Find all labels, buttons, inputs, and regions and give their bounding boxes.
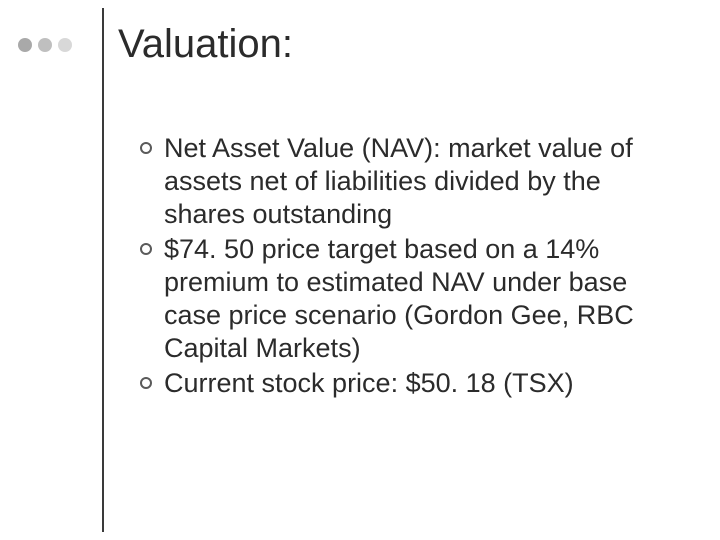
bullet-icon: [140, 142, 152, 154]
list-item: Current stock price: $50. 18 (TSX): [140, 367, 680, 400]
bullet-icon: [140, 377, 152, 389]
slide-title: Valuation:: [118, 22, 293, 67]
list-item: $74. 50 price target based on a 14% prem…: [140, 233, 680, 365]
list-item: Net Asset Value (NAV): market value of a…: [140, 132, 680, 231]
title-deco: [18, 38, 72, 52]
list-item-text: Current stock price: $50. 18 (TSX): [164, 367, 574, 400]
bullet-icon: [140, 243, 152, 255]
deco-dot-2: [38, 38, 52, 52]
slide-body: Net Asset Value (NAV): market value of a…: [140, 132, 680, 402]
deco-dot-3: [58, 38, 72, 52]
list-item-text: $74. 50 price target based on a 14% prem…: [164, 233, 680, 365]
vertical-divider: [102, 8, 104, 532]
slide: Valuation: Net Asset Value (NAV): market…: [0, 0, 720, 540]
list-item-text: Net Asset Value (NAV): market value of a…: [164, 132, 680, 231]
deco-dot-1: [18, 38, 32, 52]
